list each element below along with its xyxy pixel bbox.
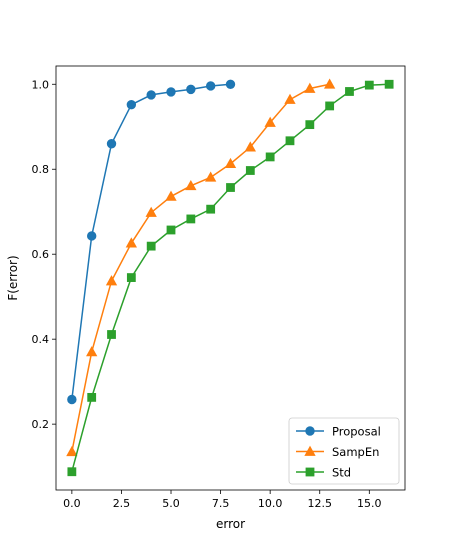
data-point-std [146,241,156,251]
legend-marker-std [305,467,315,477]
plot-area [66,78,394,477]
legend-label-sampen: SampEn [332,445,379,459]
legend-box [288,417,400,485]
data-point-sampen [304,82,316,93]
data-point-proposal [67,394,77,405]
data-point-std [245,166,255,175]
data-point-sampen [224,157,237,169]
legend-marker-sampen [304,445,316,456]
data-point-std [265,152,275,162]
data-point-std [226,183,235,192]
x-tick-label: 0.0 [63,497,81,510]
data-point-sampen [284,93,296,104]
data-point-std [384,79,394,89]
data-point-proposal [86,231,97,241]
data-point-std [345,87,354,96]
data-point-proposal [225,79,236,89]
y-axis-label: F(error) [6,255,20,300]
x-axis-label: error [216,517,245,531]
x-tick-label: 12.5 [307,497,332,510]
series-std [67,79,394,477]
y-tick-label: 0.2 [32,418,50,431]
y-tick-label: 0.8 [32,163,50,176]
data-point-sampen [145,206,157,217]
data-point-std [107,330,116,339]
data-point-sampen [185,179,197,191]
x-tick-label: 15.0 [357,497,382,510]
data-point-sampen [323,78,336,89]
legend-item-proposal: Proposal [296,425,381,439]
x-tick-label: 5.0 [162,497,180,510]
x-axis-ticks: 0.0 2.5 5.0 7.5 10.0 12.5 15.0 [63,490,382,510]
data-point-std [126,273,136,282]
data-point-std [325,101,335,111]
data-point-sampen [165,190,177,201]
data-point-proposal [126,99,137,110]
y-tick-label: 0.6 [32,248,50,261]
data-point-proposal [205,81,216,91]
data-point-sampen [264,116,276,127]
data-point-std [305,120,315,130]
x-tick-label: 10.0 [258,497,283,510]
data-point-proposal [106,139,117,149]
data-point-std [67,467,77,477]
x-tick-label: 7.5 [212,497,230,510]
data-point-sampen [244,141,256,152]
x-tick-label: 2.5 [113,497,131,510]
legend-label-proposal: Proposal [332,425,381,439]
data-point-proposal [186,84,196,95]
legend-label-std: Std [332,466,351,480]
data-point-std [206,204,216,214]
legend-item-sampen: SampEn [296,445,379,459]
data-point-sampen [86,346,98,357]
legend-item-std: Std [296,466,351,480]
data-point-sampen [125,237,138,248]
series-proposal [67,79,236,405]
data-point-std [364,80,374,90]
series-sampen [66,78,336,457]
axes-frame [55,65,406,491]
data-point-sampen [205,171,217,182]
legend: Proposal SampEn Std [288,417,400,485]
data-point-sampen [66,445,78,457]
data-point-std [186,214,196,224]
y-axis-ticks: 0.2 0.4 0.6 0.8 1.0 [32,78,56,431]
data-point-std [166,225,176,235]
data-point-sampen [105,275,118,286]
data-point-std [285,136,295,146]
data-point-std [87,392,97,402]
data-point-proposal [166,87,176,97]
data-point-proposal [146,90,156,100]
y-tick-label: 0.4 [32,333,50,346]
y-tick-label: 1.0 [32,78,50,91]
legend-marker-proposal [305,426,315,436]
